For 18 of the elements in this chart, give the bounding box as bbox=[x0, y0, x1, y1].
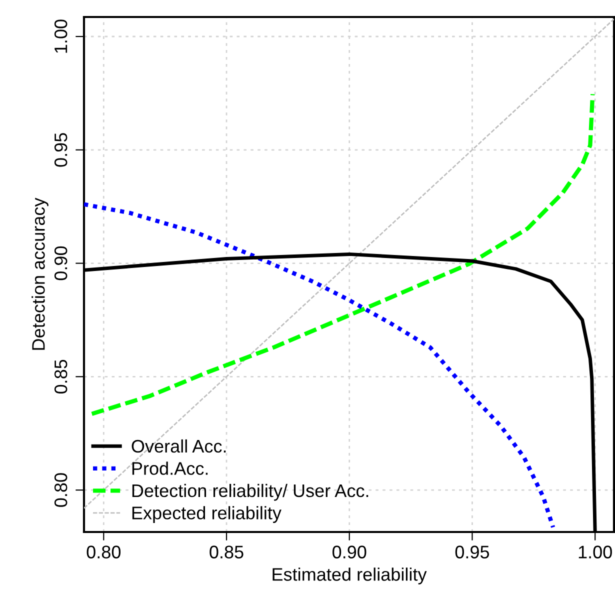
x-tick-label: 0.90 bbox=[332, 546, 366, 558]
legend-label: Expected reliability bbox=[132, 506, 282, 523]
y-tick-label: 0.85 bbox=[54, 360, 68, 394]
y-tick-label: 1.00 bbox=[54, 20, 68, 53]
x-tick-label: 0.80 bbox=[86, 546, 121, 558]
y-tick-label: 0.95 bbox=[54, 133, 68, 167]
x-tick-label: 0.85 bbox=[210, 546, 244, 558]
x-axis-title: Estimated reliability bbox=[272, 568, 427, 584]
y-axis-title: Detection accuracy bbox=[32, 198, 48, 350]
y-tick-label: 0.80 bbox=[54, 473, 68, 507]
x-tick-label: 1.00 bbox=[578, 546, 612, 558]
legend-label: Detection reliability/ User Acc. bbox=[132, 484, 368, 501]
legend-label: Overall Acc. bbox=[132, 439, 226, 453]
line-series bbox=[84, 202, 556, 530]
y-tick-label: 0.90 bbox=[54, 246, 68, 280]
line-series bbox=[90, 92, 595, 416]
legend-label: Prod.Acc. bbox=[132, 462, 208, 475]
x-tick-label: 0.95 bbox=[455, 546, 490, 558]
